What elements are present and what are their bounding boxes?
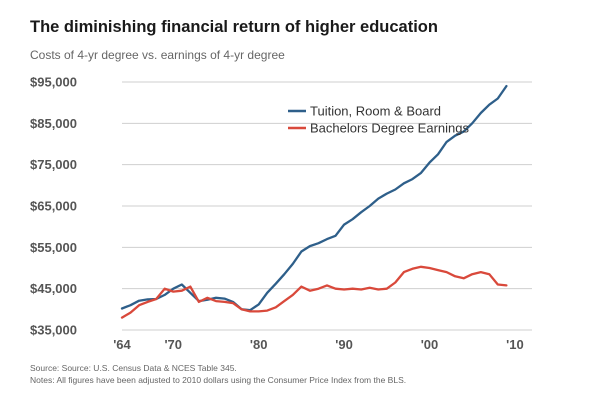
x-tick-label: '00	[421, 337, 439, 352]
x-tick-label: '10	[506, 337, 524, 352]
legend-label: Bachelors Degree Earnings	[310, 121, 469, 136]
x-tick-label: '80	[250, 337, 268, 352]
y-tick-label: $55,000	[30, 240, 77, 255]
series-lines	[120, 84, 508, 319]
x-axis-ticks: '64 '70 '80 '90 '00 '10	[113, 337, 523, 352]
y-tick-label: $95,000	[30, 75, 77, 90]
x-tick-label: '70	[164, 337, 182, 352]
gridlines	[122, 81, 532, 331]
notes-text: Notes: All figures have been adjusted to…	[30, 375, 407, 385]
legend-label: Tuition, Room & Board	[310, 104, 441, 119]
y-tick-label: $45,000	[30, 281, 77, 296]
chart-title: The diminishing financial return of high…	[30, 18, 438, 36]
source-note: Source: Source: U.S. Census Data & NCES …	[30, 363, 237, 373]
y-tick-label: $35,000	[30, 323, 77, 338]
y-tick-label: $85,000	[30, 116, 77, 131]
y-tick-label: $65,000	[30, 199, 77, 214]
y-tick-label: $75,000	[30, 157, 77, 172]
y-axis-ticks: $35,000 $45,000 $55,000 $65,000 $75,000 $85,0…	[30, 75, 77, 338]
legend: Tuition, Room & Board Bachelors Degree Ea…	[288, 104, 469, 136]
series-line-earnings	[120, 265, 508, 319]
chart-subtitle: Costs of 4-yr degree vs. earnings of 4-y…	[30, 48, 285, 62]
x-tick-label: '64	[113, 337, 131, 352]
x-tick-label: '90	[335, 337, 353, 352]
